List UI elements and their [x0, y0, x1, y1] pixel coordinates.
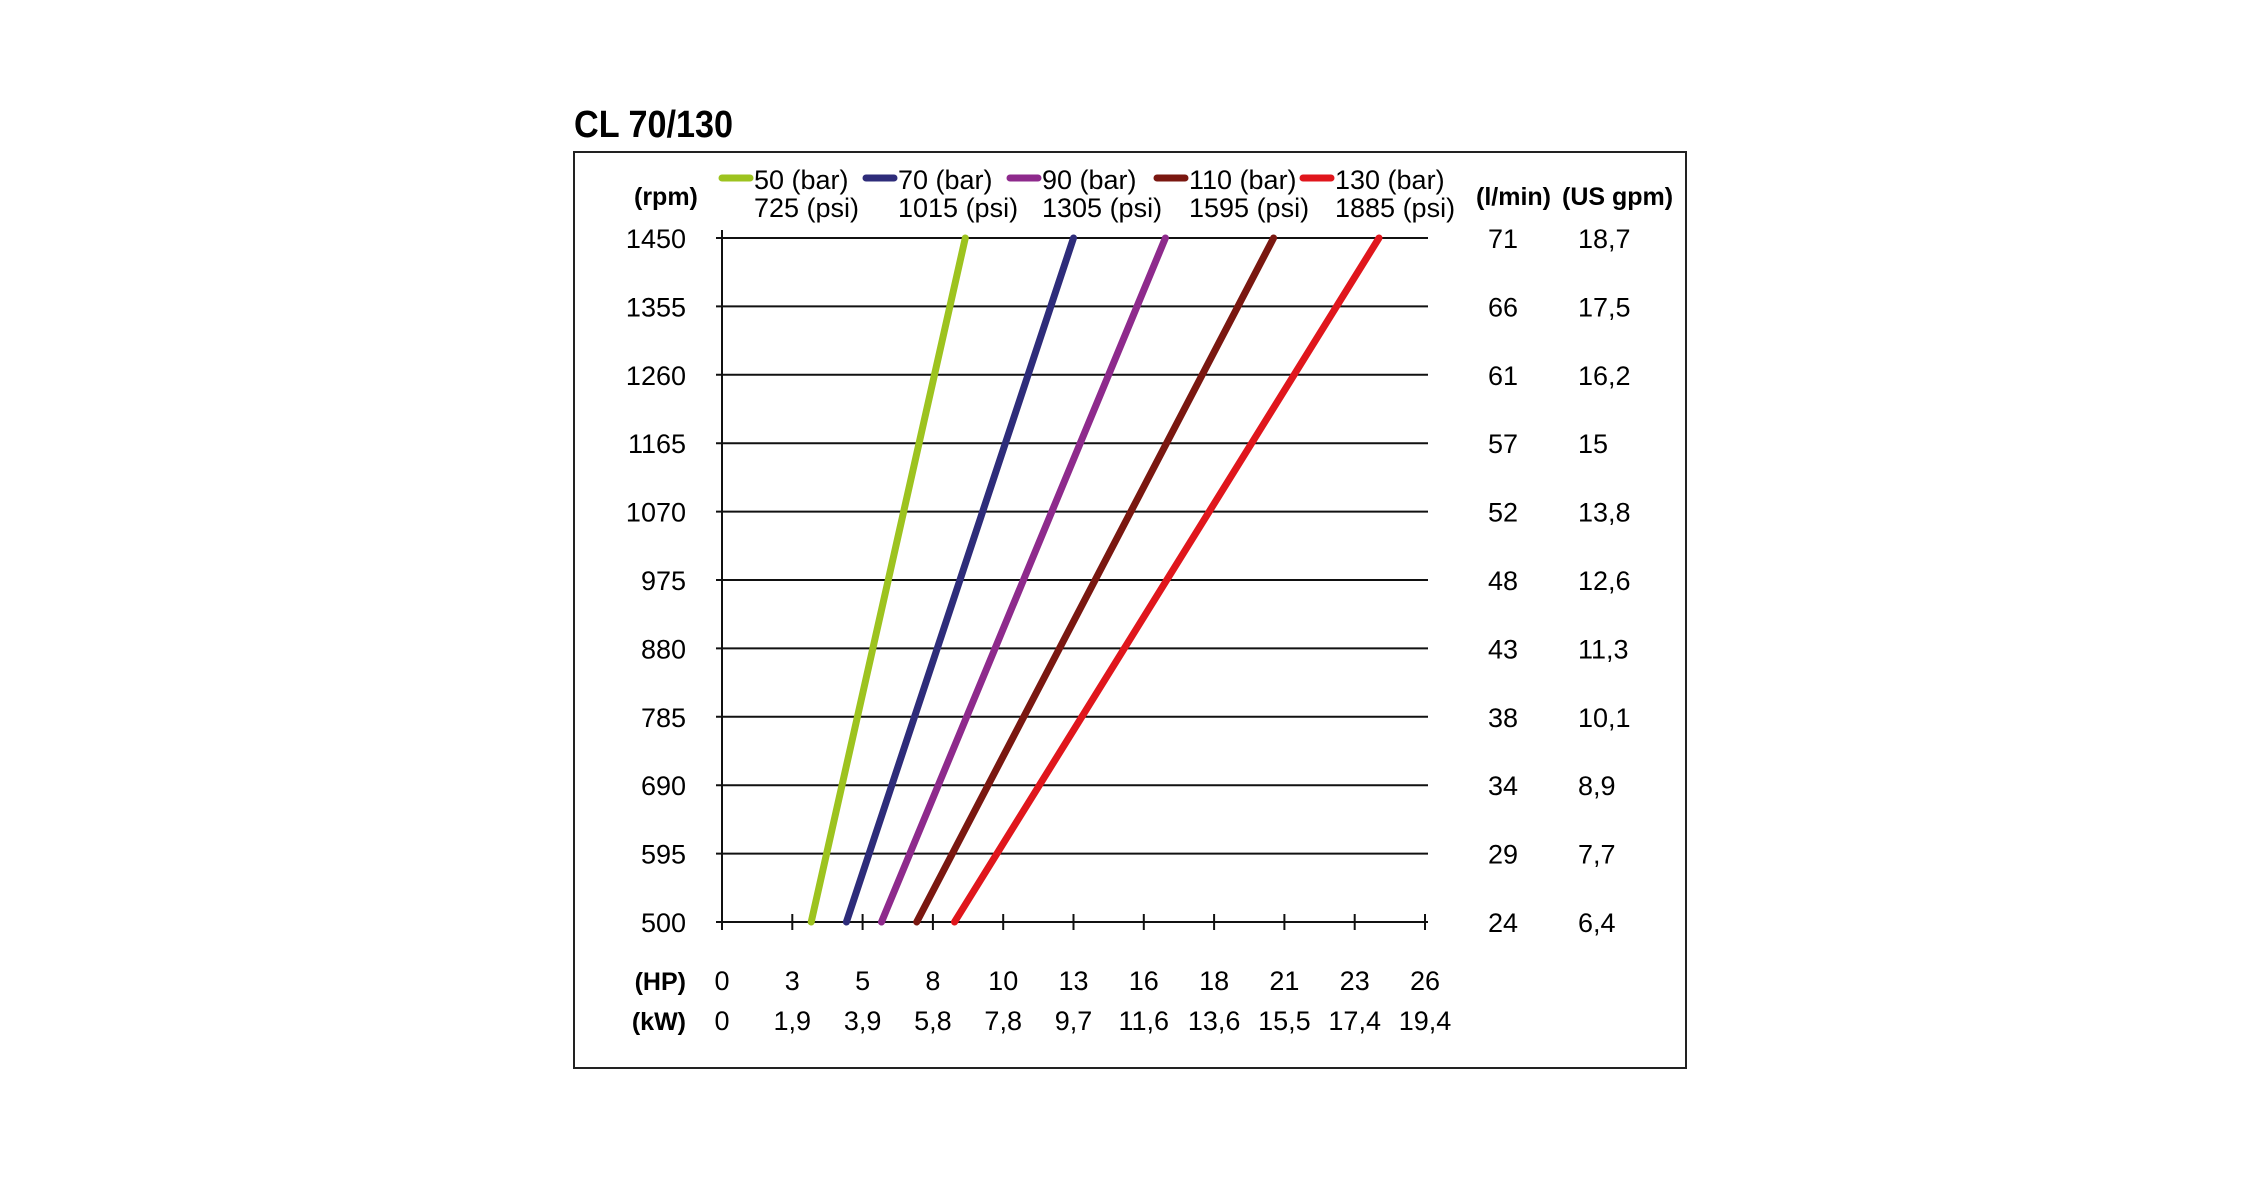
- x-axis: [721, 230, 1426, 930]
- y-tick-label: 1070: [626, 498, 686, 528]
- lpm-tick-label: 34: [1488, 771, 1518, 801]
- chart-frame: [573, 151, 1687, 1069]
- y-tick-label: 975: [641, 566, 686, 596]
- kw-tick-label: 19,4: [1399, 1006, 1452, 1036]
- lpm-tick-label: 24: [1488, 908, 1518, 938]
- grid-lines: [716, 237, 1428, 923]
- kw-unit-label: (kW): [632, 1008, 686, 1036]
- y-tick-label: 690: [641, 771, 686, 801]
- legend-sublabel: 725 (psi): [754, 193, 859, 223]
- lpm-tick-label: 61: [1488, 361, 1518, 391]
- y-tick-label: 500: [641, 908, 686, 938]
- gpm-tick-label: 11,3: [1578, 634, 1629, 664]
- legend-label: 50 (bar): [754, 165, 849, 195]
- legend-sublabel: 1305 (psi): [1042, 193, 1162, 223]
- rpm-unit-label: (rpm): [634, 183, 698, 211]
- legend-label: 110 (bar): [1189, 165, 1297, 195]
- hp-tick-label: 23: [1340, 966, 1370, 996]
- lpm-tick-label: 52: [1488, 498, 1518, 528]
- gpm-tick-label: 17,5: [1578, 292, 1631, 322]
- gpm-tick-label: 8,9: [1578, 771, 1616, 801]
- lpm-tick-label: 66: [1488, 292, 1518, 322]
- lpm-tick-label: 71: [1488, 224, 1518, 254]
- legend: 50 (bar)725 (psi) 70 (bar)1015 (psi) 90 (b…: [718, 165, 1455, 223]
- kw-tick-label: 11,6: [1119, 1006, 1170, 1036]
- hp-tick-label: 18: [1199, 966, 1229, 996]
- lpm-tick-label: 38: [1488, 703, 1518, 733]
- hp-tick-label: 16: [1129, 966, 1159, 996]
- gpm-tick-label: 15: [1578, 429, 1608, 459]
- hp-tick-label: 21: [1269, 966, 1299, 996]
- y-tick-label: 1165: [628, 429, 686, 459]
- gpm-unit-label: (US gpm): [1562, 183, 1673, 211]
- kw-tick-label: 3,9: [844, 1006, 882, 1036]
- series-line: [807, 234, 969, 926]
- chart-title: CL 70/130: [574, 104, 734, 146]
- hp-tick-label: 13: [1058, 966, 1088, 996]
- legend-sublabel: 1015 (psi): [898, 193, 1018, 223]
- lpm-tick-label: 43: [1488, 634, 1518, 664]
- lpm-unit-label: (l/min): [1476, 183, 1551, 211]
- hp-unit-label: (HP): [635, 968, 686, 996]
- gpm-tick-label: 16,2: [1578, 361, 1631, 391]
- gpm-tick-label: 13,8: [1578, 498, 1631, 528]
- kw-tick-label: 15,5: [1258, 1006, 1311, 1036]
- kw-tick-label: 1,9: [774, 1006, 812, 1036]
- series-line: [951, 234, 1383, 926]
- gpm-tick-label: 7,7: [1578, 840, 1616, 870]
- lpm-tick-label: 48: [1488, 566, 1518, 596]
- gpm-tick-label: 10,1: [1578, 703, 1631, 733]
- legend-sublabel: 1885 (psi): [1335, 193, 1455, 223]
- y-tick-label: 1260: [626, 361, 686, 391]
- y-tick-label: 785: [641, 703, 686, 733]
- y-tick-label: 880: [641, 634, 686, 664]
- kw-tick-label: 9,7: [1055, 1006, 1093, 1036]
- tick-labels: 1450 71 18,7 1355 66 17,5 1260 61 16,2 1165 57 15 10…: [626, 183, 1673, 1036]
- y-tick-label: 1450: [626, 224, 686, 254]
- kw-tick-label: 17,4: [1328, 1006, 1381, 1036]
- hp-tick-label: 5: [855, 966, 870, 996]
- kw-tick-label: 13,6: [1188, 1006, 1241, 1036]
- lpm-tick-label: 57: [1488, 429, 1518, 459]
- kw-tick-label: 5,8: [914, 1006, 952, 1036]
- kw-tick-label: 7,8: [984, 1006, 1022, 1036]
- legend-sublabel: 1595 (psi): [1189, 193, 1309, 223]
- hp-tick-label: 26: [1410, 966, 1440, 996]
- lpm-tick-label: 29: [1488, 840, 1518, 870]
- hp-tick-label: 0: [714, 966, 729, 996]
- series-line: [878, 234, 1169, 926]
- legend-label: 90 (bar): [1042, 165, 1137, 195]
- series-lines: [807, 234, 1383, 926]
- gpm-tick-label: 12,6: [1578, 566, 1631, 596]
- legend-label: 130 (bar): [1335, 165, 1445, 195]
- legend-label: 70 (bar): [898, 165, 993, 195]
- hp-tick-label: 8: [925, 966, 940, 996]
- hp-tick-label: 3: [785, 966, 800, 996]
- gpm-tick-label: 18,7: [1578, 224, 1631, 254]
- y-tick-label: 1355: [626, 292, 686, 322]
- series-line: [842, 234, 1077, 926]
- kw-tick-label: 0: [714, 1006, 729, 1036]
- hp-tick-label: 10: [988, 966, 1018, 996]
- gpm-tick-label: 6,4: [1578, 908, 1616, 938]
- y-tick-label: 595: [641, 840, 686, 870]
- series-line: [913, 234, 1278, 926]
